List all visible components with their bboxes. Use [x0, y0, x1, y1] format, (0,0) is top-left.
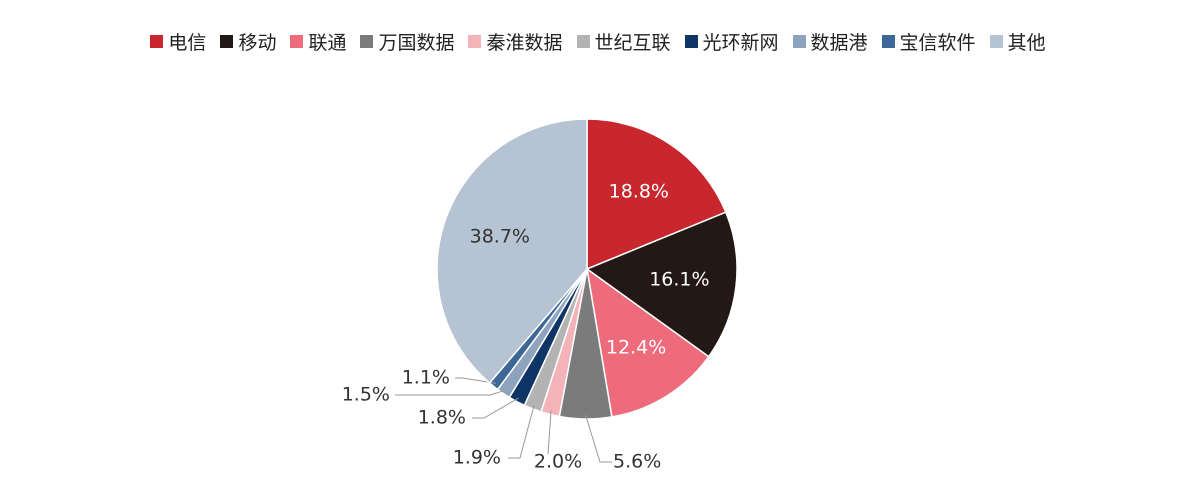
pie-slice: [586, 118, 727, 271]
pie-slice: [436, 118, 588, 385]
leader-line: [585, 414, 612, 463]
slice-value-label: 1.8%: [418, 407, 466, 429]
legend-item: 电信: [150, 28, 206, 55]
slice-value-label: 5.6%: [613, 451, 661, 473]
legend-swatch: [468, 35, 482, 48]
legend-swatch: [576, 35, 590, 48]
legend-label: 光环新网: [702, 32, 779, 54]
legend-item: 世纪互联: [576, 28, 671, 55]
slice-value-label: 1.9%: [453, 447, 501, 469]
legend-label: 数据港: [810, 32, 868, 54]
legend-label: 联通: [308, 32, 347, 54]
legend-swatch: [792, 35, 806, 48]
leader-line: [395, 389, 506, 396]
slice-value-label: 12.4%: [606, 337, 666, 359]
pie-slice: [585, 267, 710, 418]
chart-legend: 电信 移动 联通 万国数据 秦淮数据 世纪互联 光环新网 数据港 宝信软件 其他: [0, 28, 1196, 55]
legend-item: 其他: [989, 28, 1046, 55]
legend-item: 宝信软件: [881, 28, 976, 55]
leader-line: [472, 397, 519, 419]
slice-value-label: 1.1%: [402, 367, 450, 389]
legend-label: 世纪互联: [594, 32, 671, 54]
legend-label: 电信: [168, 32, 207, 54]
legend-label: 秦淮数据: [486, 32, 563, 54]
leader-line: [455, 377, 497, 384]
legend-item: 移动: [220, 28, 276, 55]
legend-swatch: [989, 35, 1003, 48]
legend-swatch: [881, 35, 895, 48]
leader-line: [547, 410, 552, 455]
legend-label: 宝信软件: [899, 32, 976, 54]
slice-value-label: 16.1%: [649, 268, 709, 290]
legend-item: 万国数据: [360, 28, 454, 55]
legend-swatch: [684, 35, 698, 48]
legend-label: 其他: [1007, 32, 1046, 54]
legend-swatch: [220, 35, 234, 48]
slice-value-label: 18.8%: [609, 180, 669, 202]
legend-label: 万国数据: [378, 32, 455, 54]
legend-swatch: [150, 35, 164, 48]
slice-value-label: 38.7%: [470, 225, 530, 247]
legend-swatch: [290, 35, 304, 48]
legend-label: 移动: [238, 32, 277, 54]
leader-line: [508, 404, 535, 459]
slice-value-label: 2.0%: [534, 451, 582, 473]
pie-slice: [585, 211, 738, 358]
legend-item: 联通: [290, 28, 346, 55]
legend-item: 光环新网: [684, 28, 779, 55]
slice-value-label: 1.5%: [342, 384, 390, 406]
legend-item: 秦淮数据: [468, 28, 563, 55]
legend-swatch: [360, 35, 374, 48]
legend-item: 数据港: [792, 28, 868, 55]
